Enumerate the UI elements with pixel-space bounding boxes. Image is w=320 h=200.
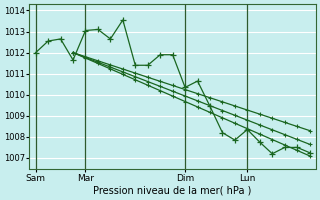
X-axis label: Pression niveau de la mer( hPa ): Pression niveau de la mer( hPa ) bbox=[93, 186, 252, 196]
